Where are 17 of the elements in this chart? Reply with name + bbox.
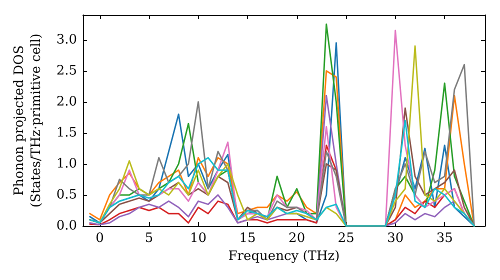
x-tick-label: 15	[239, 231, 256, 246]
y-axis-title: Phonon projected DOS (States/THz·primitive cell)	[12, 33, 44, 208]
x-tick-label: 30	[387, 231, 404, 246]
x-tick-label: 0	[96, 231, 104, 246]
x-axis-title: Frequency (THz)	[228, 249, 340, 264]
x-tick-label: 5	[144, 231, 154, 246]
y-tick-label: 3.0	[56, 32, 77, 48]
x-tick-label: 35	[436, 231, 453, 246]
y-tick-label: 0.0	[56, 218, 77, 234]
y-tick-label: 1.5	[56, 125, 77, 140]
x-tick-label: 20	[288, 231, 306, 246]
y-tick-label: 0.5	[56, 187, 77, 202]
x-tick-label: 25	[338, 231, 354, 246]
y-tick-label: 2.0	[56, 94, 77, 110]
x-tick-label: 10	[190, 231, 207, 246]
y-tick-label: 2.5	[56, 63, 77, 78]
y-tick-label: 1.0	[56, 156, 77, 172]
